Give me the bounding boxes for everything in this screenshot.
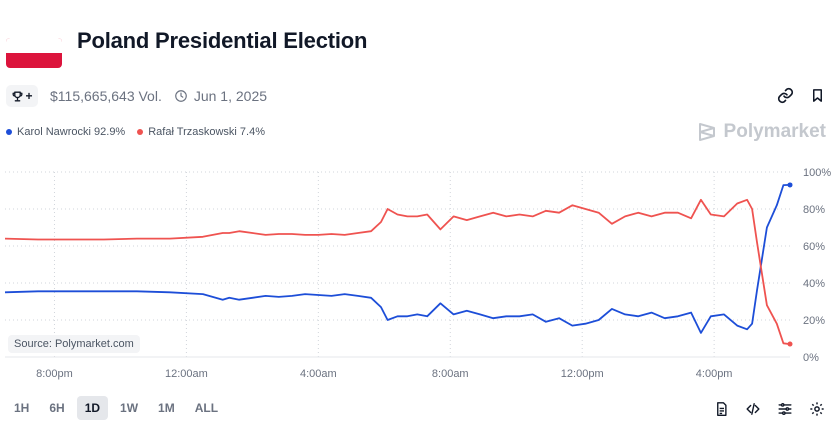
page-title: Poland Presidential Election [77, 28, 368, 53]
legend-dot-nawrocki [6, 129, 12, 135]
timeframe-1d-button[interactable]: 1D [76, 396, 109, 420]
series-end-point-nawrocki [787, 182, 793, 188]
flag-white-stripe [6, 38, 62, 53]
legend-label-nawrocki: Karol Nawrocki 92.9% [17, 126, 126, 138]
chart-legend: Karol Nawrocki 92.9% Rafał Trzaskowski 7… [6, 126, 265, 138]
brand-name: Polymarket [723, 121, 826, 142]
series-line-nawrocki [4, 184, 791, 334]
y-tick-label: 40% [803, 278, 825, 290]
market-meta: + $115,665,643 Vol. Jun 1, 2025 [6, 84, 267, 108]
polymarket-logo-icon [698, 123, 715, 141]
y-tick-label: 80% [803, 204, 825, 216]
x-tick-label: 4:00am [300, 368, 337, 380]
legend-dot-trzaskowski [137, 129, 144, 135]
y-tick-label: 0% [803, 352, 819, 364]
bookmark-icon [812, 88, 822, 102]
x-tick-label: 12:00am [165, 368, 208, 380]
y-tick-label: 20% [803, 315, 825, 327]
code-icon [746, 403, 760, 415]
y-tick-label: 100% [803, 167, 831, 179]
embed-button[interactable] [744, 400, 762, 418]
volume-text: $115,665,643 Vol. [50, 88, 162, 104]
source-badge: Source: Polymarket.com [8, 335, 140, 353]
volume-meta: $115,665,643 Vol. [50, 88, 162, 104]
timeframe-6h-button[interactable]: 6H [49, 401, 65, 415]
timeframe-all-button[interactable]: ALL [194, 401, 219, 415]
copy-link-button[interactable] [776, 86, 794, 104]
timeframe-1w-button[interactable]: 1W [120, 401, 139, 415]
poland-flag [6, 38, 62, 68]
series-end-point-trzaskowski [787, 341, 793, 347]
x-tick-label: 12:00pm [561, 368, 604, 380]
y-tick-label: 60% [803, 241, 825, 253]
timeframe-selector: 1H 6H 1D 1W 1M ALL [6, 396, 226, 420]
trophy-icon [13, 91, 23, 101]
bookmark-button[interactable] [808, 86, 826, 104]
timeframe-1h-button[interactable]: 1H [14, 401, 30, 415]
timeframe-1m-button[interactable]: 1M [158, 401, 175, 415]
end-date: Jun 1, 2025 [193, 88, 268, 104]
date-meta: Jun 1, 2025 [174, 88, 267, 104]
sliders-icon [778, 403, 792, 415]
series-line-trzaskowski [4, 198, 791, 345]
legend-label-trzaskowski: Rafał Trzaskowski 7.4% [148, 126, 265, 138]
chart-actions [712, 400, 826, 418]
legend-trzaskowski: Rafał Trzaskowski 7.4% [137, 126, 265, 138]
x-tick-label: 8:00am [432, 368, 469, 380]
gear-icon [810, 402, 824, 416]
trophy-button[interactable]: + [6, 85, 38, 107]
link-icon [777, 87, 793, 103]
rules-button[interactable] [712, 400, 730, 418]
chart-settings-sliders-button[interactable] [776, 400, 794, 418]
polymarket-brand: Polymarket [697, 121, 826, 143]
legend-nawrocki: Karol Nawrocki 92.9% [6, 126, 125, 138]
market-actions [776, 86, 826, 104]
price-chart[interactable]: 0% 20% 40% 60% 80% 100% 8:00pm 12:00am 4:00am 8:0… [0, 160, 840, 382]
settings-button[interactable] [808, 400, 826, 418]
trophy-plus: + [25, 89, 33, 103]
document-icon [716, 402, 727, 416]
clock-icon [175, 90, 187, 102]
x-tick-label: 8:00pm [36, 368, 73, 380]
x-tick-label: 4:00pm [696, 368, 733, 380]
